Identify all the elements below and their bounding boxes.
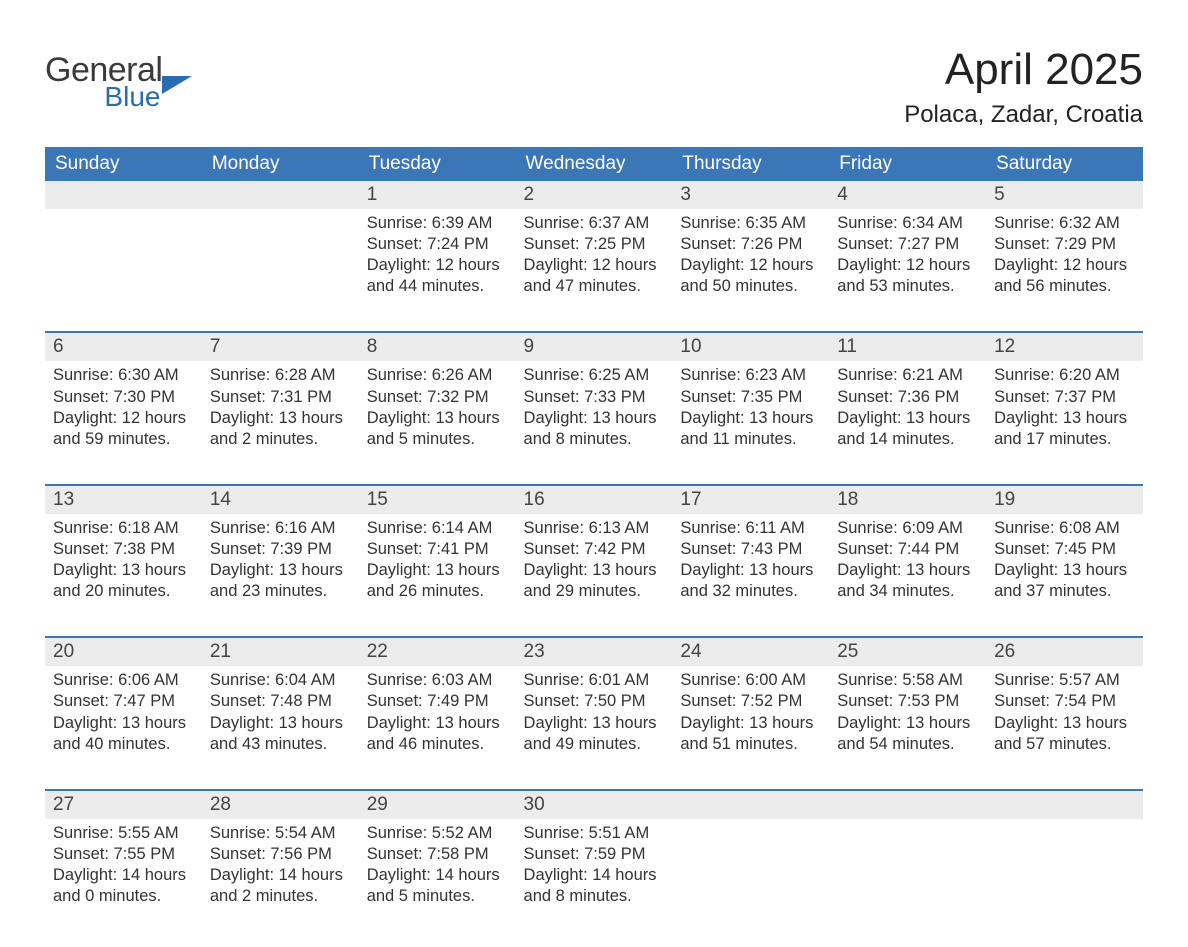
day-number: 6 [45,332,202,361]
day-number [672,790,829,819]
calendar-body: 12345Sunrise: 6:39 AM Sunset: 7:24 PM Da… [45,181,1143,917]
day-detail: Sunrise: 6:13 AM Sunset: 7:42 PM Dayligh… [516,514,673,637]
day-detail: Sunrise: 6:01 AM Sunset: 7:50 PM Dayligh… [516,666,673,789]
day-detail [986,819,1143,917]
day-number: 2 [516,181,673,209]
day-detail: Sunrise: 5:58 AM Sunset: 7:53 PM Dayligh… [829,666,986,789]
day-detail: Sunrise: 6:11 AM Sunset: 7:43 PM Dayligh… [672,514,829,637]
day-number: 18 [829,485,986,514]
day-number: 12 [986,332,1143,361]
day-number: 8 [359,332,516,361]
daynum-row: 27282930 [45,790,1143,819]
day-number: 29 [359,790,516,819]
day-number: 10 [672,332,829,361]
day-detail: Sunrise: 6:28 AM Sunset: 7:31 PM Dayligh… [202,361,359,484]
day-number [829,790,986,819]
detail-row: Sunrise: 5:55 AM Sunset: 7:55 PM Dayligh… [45,819,1143,917]
day-detail: Sunrise: 6:16 AM Sunset: 7:39 PM Dayligh… [202,514,359,637]
day-number: 13 [45,485,202,514]
weekday-header: Tuesday [359,147,516,181]
day-detail [45,209,202,332]
day-detail: Sunrise: 5:52 AM Sunset: 7:58 PM Dayligh… [359,819,516,917]
day-number: 17 [672,485,829,514]
day-detail: Sunrise: 6:00 AM Sunset: 7:52 PM Dayligh… [672,666,829,789]
detail-row: Sunrise: 6:06 AM Sunset: 7:47 PM Dayligh… [45,666,1143,789]
day-detail: Sunrise: 6:37 AM Sunset: 7:25 PM Dayligh… [516,209,673,332]
daynum-row: 12345 [45,181,1143,209]
day-detail: Sunrise: 5:55 AM Sunset: 7:55 PM Dayligh… [45,819,202,917]
day-detail: Sunrise: 6:35 AM Sunset: 7:26 PM Dayligh… [672,209,829,332]
weekday-header: Monday [202,147,359,181]
day-number: 9 [516,332,673,361]
weekday-header: Sunday [45,147,202,181]
day-detail: Sunrise: 6:23 AM Sunset: 7:35 PM Dayligh… [672,361,829,484]
day-number: 16 [516,485,673,514]
day-number: 21 [202,637,359,666]
day-detail: Sunrise: 6:30 AM Sunset: 7:30 PM Dayligh… [45,361,202,484]
day-number: 5 [986,181,1143,209]
day-detail: Sunrise: 6:14 AM Sunset: 7:41 PM Dayligh… [359,514,516,637]
day-number: 15 [359,485,516,514]
day-number: 27 [45,790,202,819]
day-number: 3 [672,181,829,209]
day-detail: Sunrise: 6:20 AM Sunset: 7:37 PM Dayligh… [986,361,1143,484]
day-detail: Sunrise: 6:34 AM Sunset: 7:27 PM Dayligh… [829,209,986,332]
day-number: 22 [359,637,516,666]
daynum-row: 13141516171819 [45,485,1143,514]
weekday-header: Wednesday [516,147,673,181]
day-number: 4 [829,181,986,209]
weekday-header-row: Sunday Monday Tuesday Wednesday Thursday… [45,147,1143,181]
weekday-header: Thursday [672,147,829,181]
day-detail: Sunrise: 6:25 AM Sunset: 7:33 PM Dayligh… [516,361,673,484]
day-detail: Sunrise: 6:03 AM Sunset: 7:49 PM Dayligh… [359,666,516,789]
title-block: April 2025 Polaca, Zadar, Croatia [904,45,1143,129]
day-detail: Sunrise: 6:32 AM Sunset: 7:29 PM Dayligh… [986,209,1143,332]
day-detail [829,819,986,917]
day-number: 28 [202,790,359,819]
day-detail [202,209,359,332]
day-number: 24 [672,637,829,666]
header: General Blue April 2025 Polaca, Zadar, C… [45,45,1143,129]
day-number: 19 [986,485,1143,514]
location: Polaca, Zadar, Croatia [904,101,1143,129]
day-detail: Sunrise: 6:09 AM Sunset: 7:44 PM Dayligh… [829,514,986,637]
day-number: 26 [986,637,1143,666]
detail-row: Sunrise: 6:30 AM Sunset: 7:30 PM Dayligh… [45,361,1143,484]
day-number: 25 [829,637,986,666]
detail-row: Sunrise: 6:18 AM Sunset: 7:38 PM Dayligh… [45,514,1143,637]
weekday-header: Saturday [986,147,1143,181]
logo: General Blue [45,45,192,111]
logo-triangle-icon [162,76,192,94]
day-detail: Sunrise: 6:06 AM Sunset: 7:47 PM Dayligh… [45,666,202,789]
detail-row: Sunrise: 6:39 AM Sunset: 7:24 PM Dayligh… [45,209,1143,332]
day-detail: Sunrise: 5:54 AM Sunset: 7:56 PM Dayligh… [202,819,359,917]
day-detail: Sunrise: 5:57 AM Sunset: 7:54 PM Dayligh… [986,666,1143,789]
logo-line2: Blue [104,83,162,111]
day-number [202,181,359,209]
weekday-header: Friday [829,147,986,181]
day-detail: Sunrise: 5:51 AM Sunset: 7:59 PM Dayligh… [516,819,673,917]
daynum-row: 20212223242526 [45,637,1143,666]
day-number [986,790,1143,819]
day-number: 23 [516,637,673,666]
day-detail: Sunrise: 6:04 AM Sunset: 7:48 PM Dayligh… [202,666,359,789]
day-number: 7 [202,332,359,361]
logo-text: General Blue [45,53,162,111]
daynum-row: 6789101112 [45,332,1143,361]
day-detail: Sunrise: 6:39 AM Sunset: 7:24 PM Dayligh… [359,209,516,332]
day-detail: Sunrise: 6:08 AM Sunset: 7:45 PM Dayligh… [986,514,1143,637]
day-number: 1 [359,181,516,209]
calendar-table: Sunday Monday Tuesday Wednesday Thursday… [45,147,1143,917]
month-title: April 2025 [904,45,1143,95]
day-detail: Sunrise: 6:18 AM Sunset: 7:38 PM Dayligh… [45,514,202,637]
day-number [45,181,202,209]
day-number: 14 [202,485,359,514]
day-detail: Sunrise: 6:21 AM Sunset: 7:36 PM Dayligh… [829,361,986,484]
day-detail: Sunrise: 6:26 AM Sunset: 7:32 PM Dayligh… [359,361,516,484]
day-number: 30 [516,790,673,819]
day-number: 20 [45,637,202,666]
day-detail [672,819,829,917]
day-number: 11 [829,332,986,361]
